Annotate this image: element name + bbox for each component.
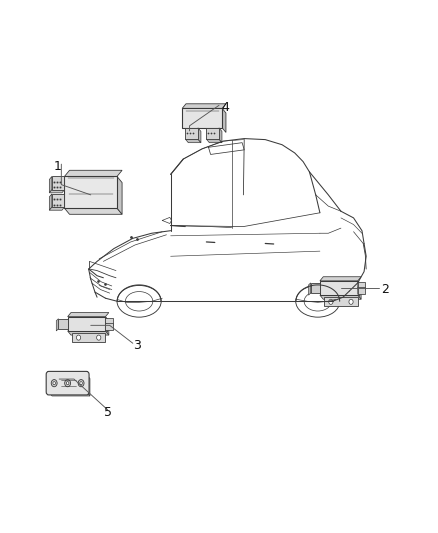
Bar xyxy=(358,282,365,289)
Polygon shape xyxy=(56,319,58,331)
Polygon shape xyxy=(222,108,226,132)
FancyBboxPatch shape xyxy=(46,372,89,395)
Polygon shape xyxy=(320,295,361,299)
Bar xyxy=(358,287,365,294)
Bar xyxy=(72,333,106,342)
Circle shape xyxy=(67,382,69,385)
Bar xyxy=(67,317,106,331)
Circle shape xyxy=(80,382,82,385)
Bar xyxy=(206,128,219,139)
Polygon shape xyxy=(67,312,109,317)
Polygon shape xyxy=(67,331,109,335)
Text: 5: 5 xyxy=(103,406,112,419)
Polygon shape xyxy=(106,317,109,335)
Polygon shape xyxy=(49,194,52,210)
Polygon shape xyxy=(219,128,222,143)
Polygon shape xyxy=(87,375,90,396)
Circle shape xyxy=(51,379,57,387)
Polygon shape xyxy=(358,282,360,291)
Bar xyxy=(182,108,222,128)
Bar xyxy=(52,176,64,190)
Text: 1: 1 xyxy=(53,160,61,173)
Circle shape xyxy=(65,379,71,387)
Text: 3: 3 xyxy=(133,340,141,352)
Bar xyxy=(106,323,113,330)
Bar xyxy=(185,128,198,139)
Polygon shape xyxy=(64,171,122,176)
Polygon shape xyxy=(49,207,64,210)
Polygon shape xyxy=(198,128,201,143)
Polygon shape xyxy=(117,176,122,214)
Bar xyxy=(58,319,67,329)
Circle shape xyxy=(349,299,353,304)
Circle shape xyxy=(77,335,81,340)
Bar xyxy=(311,283,320,293)
Polygon shape xyxy=(64,208,122,214)
Text: 4: 4 xyxy=(221,101,229,115)
Bar xyxy=(106,318,113,325)
Text: 2: 2 xyxy=(381,283,389,296)
Bar xyxy=(324,297,358,306)
Polygon shape xyxy=(358,281,361,299)
Polygon shape xyxy=(358,287,360,296)
Polygon shape xyxy=(320,277,361,281)
Polygon shape xyxy=(49,392,90,396)
Polygon shape xyxy=(49,190,64,193)
Bar xyxy=(52,194,64,207)
Polygon shape xyxy=(106,318,108,327)
Circle shape xyxy=(78,379,84,387)
Bar xyxy=(64,176,117,208)
Polygon shape xyxy=(308,283,311,295)
Bar xyxy=(320,281,358,295)
Polygon shape xyxy=(49,176,52,193)
Polygon shape xyxy=(206,139,222,143)
Polygon shape xyxy=(185,139,201,143)
Polygon shape xyxy=(182,104,226,108)
Polygon shape xyxy=(106,323,108,332)
Circle shape xyxy=(97,335,101,340)
Circle shape xyxy=(53,382,56,385)
Circle shape xyxy=(329,299,333,304)
